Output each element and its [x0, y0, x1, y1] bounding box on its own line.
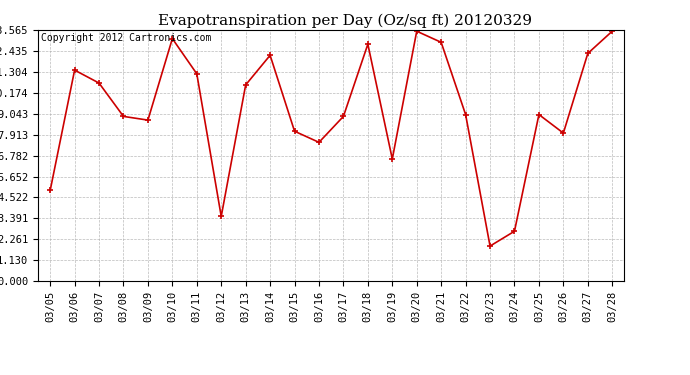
Text: Evapotranspiration per Day (Oz/sq ft) 20120329: Evapotranspiration per Day (Oz/sq ft) 20…: [158, 13, 532, 27]
Text: Copyright 2012 Cartronics.com: Copyright 2012 Cartronics.com: [41, 33, 211, 42]
